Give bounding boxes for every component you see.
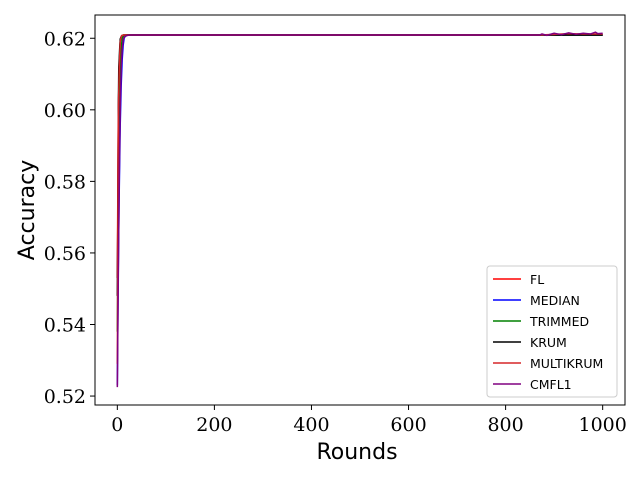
legend: FL MEDIAN TRIMMED KRUM MULTIKRUM CMFL1 (486, 265, 618, 398)
series-line-fl (116, 34, 603, 278)
legend-label-median: MEDIAN (530, 293, 580, 308)
x-tick-label: 400 (293, 414, 329, 436)
legend-label-multikrum: MULTIKRUM (530, 356, 603, 371)
y-tick-label: 0.56 (44, 243, 86, 265)
y-tick-label: 0.60 (44, 100, 86, 122)
x-tick-label: 200 (196, 414, 232, 436)
x-tick-label: 800 (487, 414, 523, 436)
series-line-cmfl1 (116, 31, 603, 388)
series-line-krum (116, 34, 603, 296)
x-tick-label: 0 (111, 414, 123, 436)
y-tick-label: 0.52 (44, 386, 86, 408)
x-tick-label: 600 (390, 414, 426, 436)
x-axis-title: Rounds (316, 440, 397, 465)
legend-label-trimmed: TRIMMED (529, 314, 589, 329)
plot-frame (94, 14, 626, 406)
legend-label-cmfl1: CMFL1 (530, 377, 572, 392)
y-axis: 0.52 0.54 0.56 0.58 0.60 0.62 (44, 28, 95, 408)
legend-frame (486, 265, 618, 398)
plot-lines (116, 31, 603, 388)
y-tick-label: 0.62 (44, 28, 86, 50)
x-tick-label: 1000 (578, 414, 626, 436)
x-axis: 0 200 400 600 800 1000 (111, 405, 627, 436)
y-axis-title: Accuracy (15, 160, 40, 260)
legend-label-krum: KRUM (530, 335, 567, 350)
y-tick-label: 0.58 (44, 171, 86, 193)
y-tick-label: 0.54 (44, 314, 86, 336)
legend-label-fl: FL (530, 272, 544, 287)
